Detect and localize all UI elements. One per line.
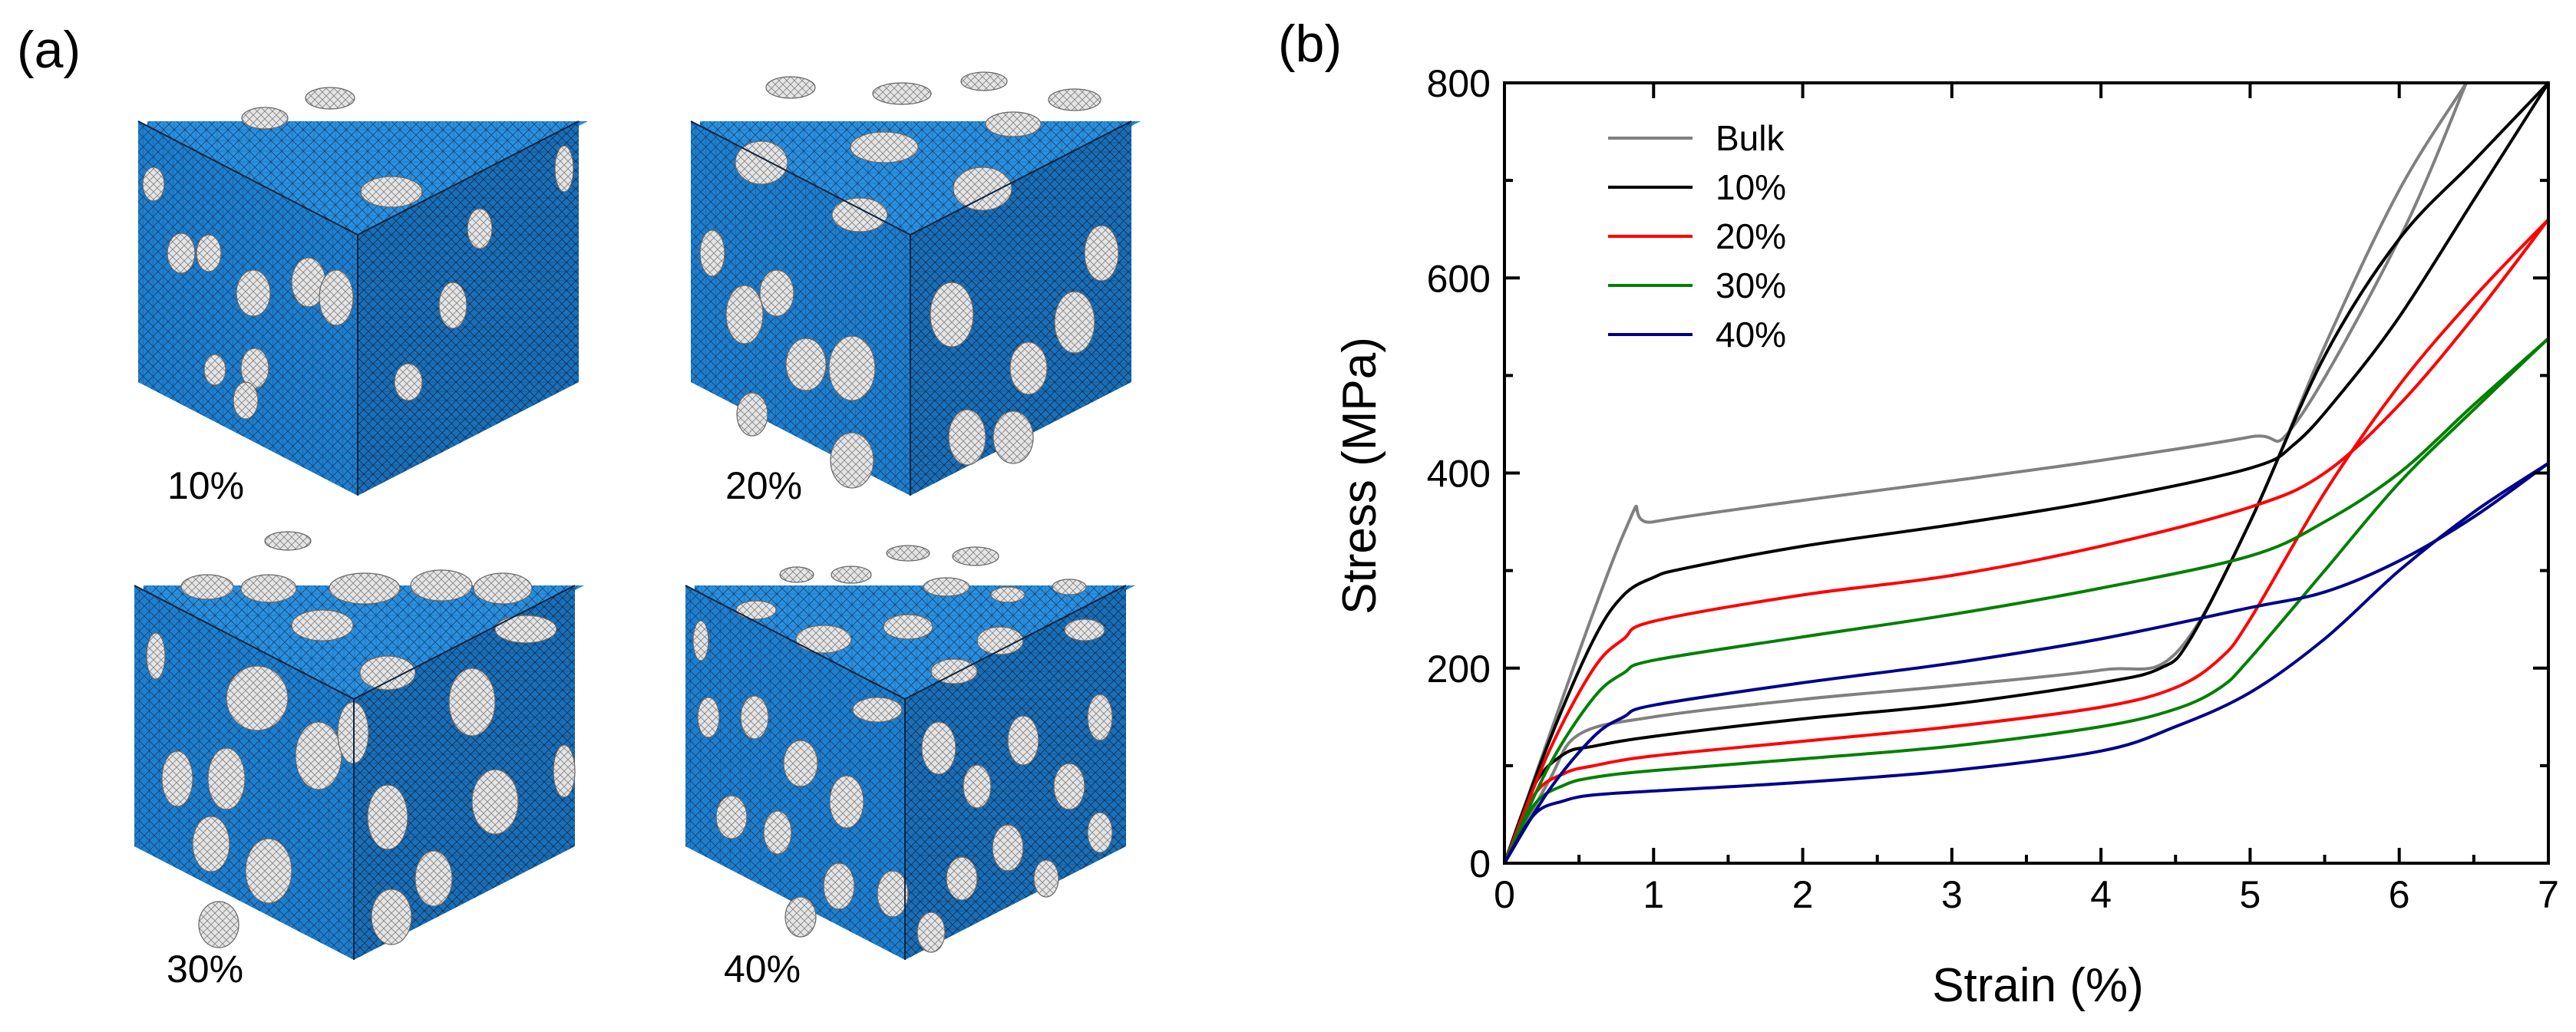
panel-a-figure: (a) 10% — [17, 21, 1141, 991]
cube-40-percent: 40% — [685, 545, 1135, 991]
panel-a-label: (a) — [17, 21, 81, 79]
y-tick-label-400: 400 — [1427, 453, 1491, 496]
y-tick-label-0: 0 — [1469, 842, 1491, 885]
series-line-30-percent-upper — [1504, 337, 2548, 863]
y-tick-label-600: 600 — [1427, 257, 1491, 300]
cube-30-percent: 30% — [134, 531, 584, 991]
plot-frame — [1503, 81, 2550, 865]
series-line-bulk-lower — [1504, 83, 2468, 863]
series-line-40-percent-upper — [1504, 462, 2548, 863]
particle-group — [146, 531, 576, 948]
x-tick-label-4: 4 — [2090, 873, 2112, 916]
series-line-20-percent-upper — [1504, 218, 2548, 863]
panel-b-label: (b) — [1278, 15, 1342, 73]
series-line-20-percent-lower — [1504, 218, 2548, 863]
cube-label: 20% — [725, 464, 802, 507]
y-axis-title: Stress (MPa) — [1333, 337, 1386, 615]
particle-group — [692, 545, 1113, 953]
series-line-10-percent-lower — [1504, 83, 2548, 863]
cube-20-percent: 20% — [690, 71, 1141, 507]
cube-10-percent: 10% — [137, 87, 588, 507]
series-line-bulk-upper — [1504, 83, 2468, 863]
x-tick-label-5: 5 — [2240, 873, 2261, 916]
series-line-30-percent-lower — [1504, 337, 2548, 863]
series-line-10-percent-upper — [1504, 83, 2548, 863]
cube-label: 10% — [167, 464, 244, 507]
legend-label-40-percent: 40% — [1716, 315, 1786, 354]
y-tick-label-200: 200 — [1427, 648, 1491, 691]
x-axis-title: Strain (%) — [1932, 959, 2144, 1012]
series-group — [1504, 83, 2548, 863]
plot-area: 0 1 2 3 4 5 6 7 0 200 400 600 800 Bulk 10% 20% 30% 40% — [1427, 62, 2559, 916]
x-tick-label-0: 0 — [1494, 873, 1515, 916]
particle-group — [142, 87, 574, 420]
series-line-40-percent-lower — [1504, 462, 2548, 863]
y-tick-label-800: 800 — [1427, 62, 1491, 105]
legend-label-30-percent: 30% — [1716, 265, 1786, 305]
cube-label: 40% — [724, 948, 801, 991]
legend-label-bulk: Bulk — [1716, 118, 1785, 158]
x-tick-label-3: 3 — [1941, 873, 1963, 916]
legend-label-10-percent: 10% — [1716, 167, 1786, 207]
legend-label-20-percent: 20% — [1716, 216, 1786, 256]
cube-label: 30% — [167, 948, 243, 991]
x-tick-label-7: 7 — [2538, 873, 2559, 916]
x-tick-label-6: 6 — [2389, 873, 2410, 916]
x-tick-label-2: 2 — [1792, 873, 1814, 916]
particle-group — [699, 71, 1119, 489]
x-tick-label-1: 1 — [1643, 873, 1664, 916]
